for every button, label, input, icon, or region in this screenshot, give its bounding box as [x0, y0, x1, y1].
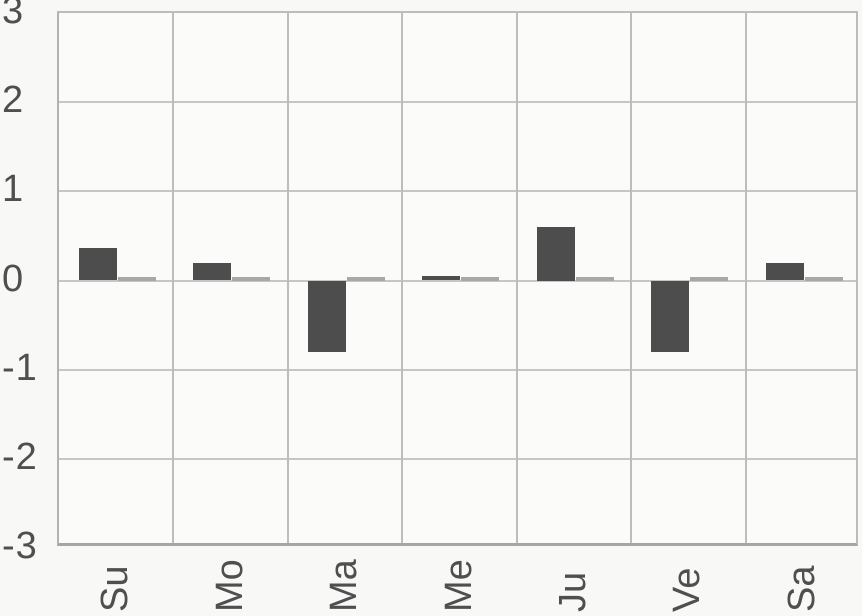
- h-gridline: [59, 279, 856, 282]
- y-tick-label: 0: [2, 257, 25, 300]
- bar-dark-bars-me: [422, 276, 461, 281]
- bar-gray-zero-bars-sa: [804, 276, 843, 281]
- v-gridline: [744, 13, 747, 543]
- x-tick-label-ju: Ju: [551, 571, 594, 612]
- y-tick-label: 2: [2, 79, 25, 122]
- bar-gray-zero-bars-me: [461, 276, 500, 281]
- v-gridline: [515, 13, 518, 543]
- h-gridline: [59, 190, 856, 193]
- y-tick-label: 1: [2, 168, 25, 211]
- bar-gray-zero-bars-ju: [575, 276, 614, 281]
- bar-dark-bars-ju: [536, 227, 575, 281]
- x-tick-label-me: Me: [437, 559, 480, 612]
- h-gridline: [59, 457, 856, 460]
- bar-dark-bars-su: [79, 247, 117, 281]
- x-tick-label-ve: Ve: [666, 567, 709, 612]
- v-gridline: [401, 13, 404, 543]
- v-gridline: [172, 13, 175, 543]
- x-tick-label-ma: Ma: [323, 559, 366, 612]
- bar-dark-bars-mo: [193, 262, 232, 281]
- x-tick-label-su: Su: [94, 565, 137, 612]
- y-tick-label: 3: [2, 0, 25, 32]
- v-gridline: [286, 13, 289, 543]
- h-gridline: [59, 368, 856, 371]
- bar-gray-zero-bars-ve: [690, 276, 729, 281]
- y-tick-label: -2: [2, 435, 38, 478]
- bar-gray-zero-bars-ma: [346, 276, 385, 281]
- v-gridline: [630, 13, 633, 543]
- y-tick-label: -1: [2, 346, 38, 389]
- bar-gray-zero-bars-mo: [232, 276, 271, 281]
- x-tick-label-sa: Sa: [780, 565, 823, 612]
- plot-area: [57, 11, 858, 546]
- bar-dark-bars-sa: [765, 262, 804, 281]
- h-gridline: [59, 101, 856, 104]
- x-tick-label-mo: Mo: [208, 559, 251, 612]
- bar-dark-bars-ve: [651, 280, 690, 352]
- y-tick-label: -3: [2, 525, 38, 567]
- bar-dark-bars-ma: [307, 280, 346, 352]
- bar-gray-zero-bars-su: [118, 276, 156, 281]
